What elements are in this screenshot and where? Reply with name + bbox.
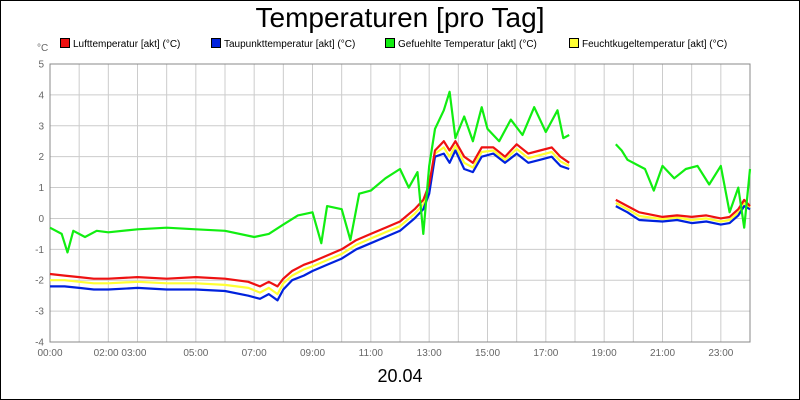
y-tick-label: -4 xyxy=(35,338,44,349)
grid xyxy=(49,63,751,343)
x-tick-label: 15:00 xyxy=(475,348,500,359)
legend-swatch-yellow xyxy=(569,38,579,48)
x-tick-label: 21:00 xyxy=(650,348,675,359)
series-line-3 xyxy=(615,201,751,223)
series-line-2 xyxy=(49,90,570,254)
x-tick-label: 02:00 03:00 xyxy=(94,348,147,359)
legend: Lufttemperatur [akt] (°C) Taupunkttemper… xyxy=(0,38,800,52)
series-line-0 xyxy=(49,140,570,288)
series-line-0 xyxy=(615,198,751,220)
x-tick-label: 23:00 xyxy=(708,348,733,359)
series-group xyxy=(49,90,752,302)
plot-area-border xyxy=(49,63,751,343)
series-line-1 xyxy=(615,205,751,226)
x-tick-label: 05:00 xyxy=(183,348,208,359)
y-tick-label: -2 xyxy=(35,276,44,287)
x-tick-label: 11:00 xyxy=(359,348,384,359)
legend-label: Taupunkttemperatur [akt] (°C) xyxy=(224,39,356,50)
legend-label: Feuchtkugeltemperatur [akt] (°C) xyxy=(582,39,728,50)
y-tick-label: 1 xyxy=(38,183,44,194)
x-axis-label: 20.04 xyxy=(377,366,423,386)
series-line-1 xyxy=(50,149,570,302)
chart-title: Temperaturen [pro Tag] xyxy=(255,2,545,33)
x-tick-label: 07:00 xyxy=(242,348,267,359)
legend-item-lufttemperatur: Lufttemperatur [akt] (°C) xyxy=(60,38,180,50)
x-tick-label: 17:00 xyxy=(533,348,558,359)
y-tick-label: 0 xyxy=(38,214,44,225)
y-tick-label: 2 xyxy=(38,152,44,163)
legend-label: Gefuehlte Temperatur [akt] (°C) xyxy=(398,39,537,50)
x-tick-label: 13:00 xyxy=(417,348,442,359)
legend-swatch-blue xyxy=(211,38,221,48)
legend-label: Lufttemperatur [akt] (°C) xyxy=(73,39,181,50)
legend-item-gefuehlte-temperatur: Gefuehlte Temperatur [akt] (°C) xyxy=(385,38,537,50)
legend-swatch-green xyxy=(385,38,395,48)
legend-item-taupunkttemperatur: Taupunkttemperatur [akt] (°C) xyxy=(211,38,355,50)
legend-item-feuchtkugeltemperatur: Feuchtkugeltemperatur [akt] (°C) xyxy=(569,38,727,50)
y-axis-unit: °C xyxy=(37,43,48,54)
x-tick-label: 09:00 xyxy=(300,348,325,359)
y-tick-label: 3 xyxy=(38,121,44,132)
x-tick-label: 19:00 xyxy=(592,348,617,359)
y-tick-label: 4 xyxy=(38,90,44,101)
legend-swatch-red xyxy=(60,38,70,48)
series-line-3 xyxy=(50,144,570,296)
axes: -4 -3 -2 -1 0 1 2 3 4 5 00:00 02:00 03:00 05:00 07:00… xyxy=(35,60,751,359)
x-tick-label: 00:00 xyxy=(37,348,62,359)
series-line-2 xyxy=(615,143,752,229)
y-tick-label: -3 xyxy=(35,307,44,318)
y-tick-label: -1 xyxy=(35,245,44,256)
y-tick-label: 5 xyxy=(38,60,44,71)
